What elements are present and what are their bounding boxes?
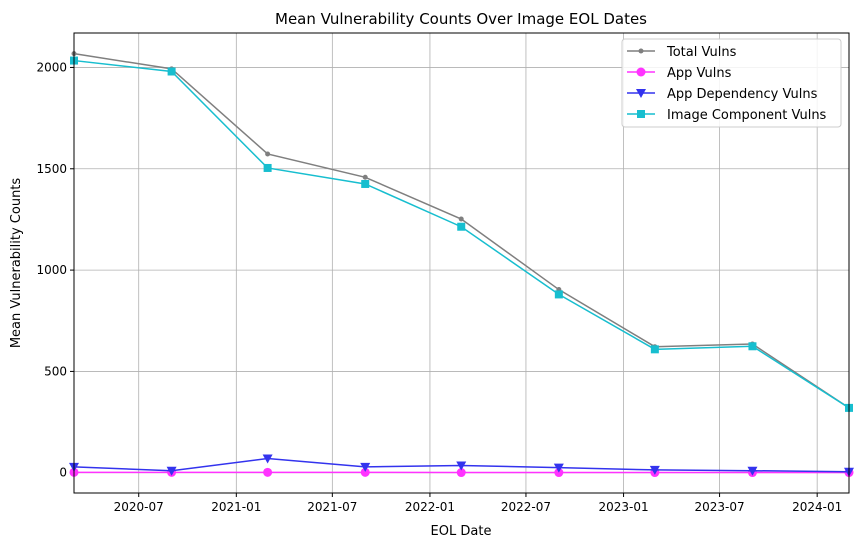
- legend-label: Image Component Vulns: [667, 108, 827, 123]
- legend-label: Total Vulns: [666, 45, 737, 60]
- x-tick-label: 2021-01: [211, 500, 261, 514]
- image-component-vulns-point: [651, 345, 659, 353]
- x-tick-label: 2024-01: [792, 500, 842, 514]
- image-component-vulns-point: [748, 342, 756, 350]
- y-axis-label: Mean Vulnerability Counts: [9, 178, 24, 349]
- image-component-vulns-point: [264, 164, 272, 172]
- legend-label: App Vulns: [667, 66, 732, 81]
- y-tick-label: 0: [59, 466, 67, 480]
- image-component-vulns-point: [168, 68, 176, 76]
- x-tick-label: 2022-01: [405, 500, 455, 514]
- x-tick-label: 2020-07: [114, 500, 164, 514]
- image-component-vulns-point: [555, 290, 563, 298]
- total-vulns-point: [265, 151, 270, 156]
- y-tick-label: 1000: [36, 263, 67, 277]
- total-vulns-point: [459, 217, 464, 222]
- total-vulns-point: [363, 175, 368, 180]
- x-tick-label: 2023-01: [598, 500, 648, 514]
- legend-marker: [637, 110, 645, 118]
- y-tick-label: 1500: [36, 162, 67, 176]
- legend-marker: [637, 68, 646, 77]
- x-axis-label: EOL Date: [431, 524, 492, 539]
- y-tick-label: 500: [44, 364, 67, 378]
- image-component-vulns-point: [361, 180, 369, 188]
- x-tick-label: 2022-07: [501, 500, 551, 514]
- y-tick-label: 2000: [36, 60, 67, 74]
- x-tick-label: 2023-07: [694, 500, 744, 514]
- x-tick-label: 2021-07: [307, 500, 357, 514]
- legend-label: App Dependency Vulns: [667, 87, 818, 102]
- legend-marker: [639, 49, 644, 54]
- app-vulns-point: [263, 468, 272, 477]
- chart-title: Mean Vulnerability Counts Over Image EOL…: [275, 10, 647, 28]
- image-component-vulns-point: [457, 223, 465, 231]
- legend: Total Vulns App Vulns App Dependency Vulns…: [622, 39, 841, 127]
